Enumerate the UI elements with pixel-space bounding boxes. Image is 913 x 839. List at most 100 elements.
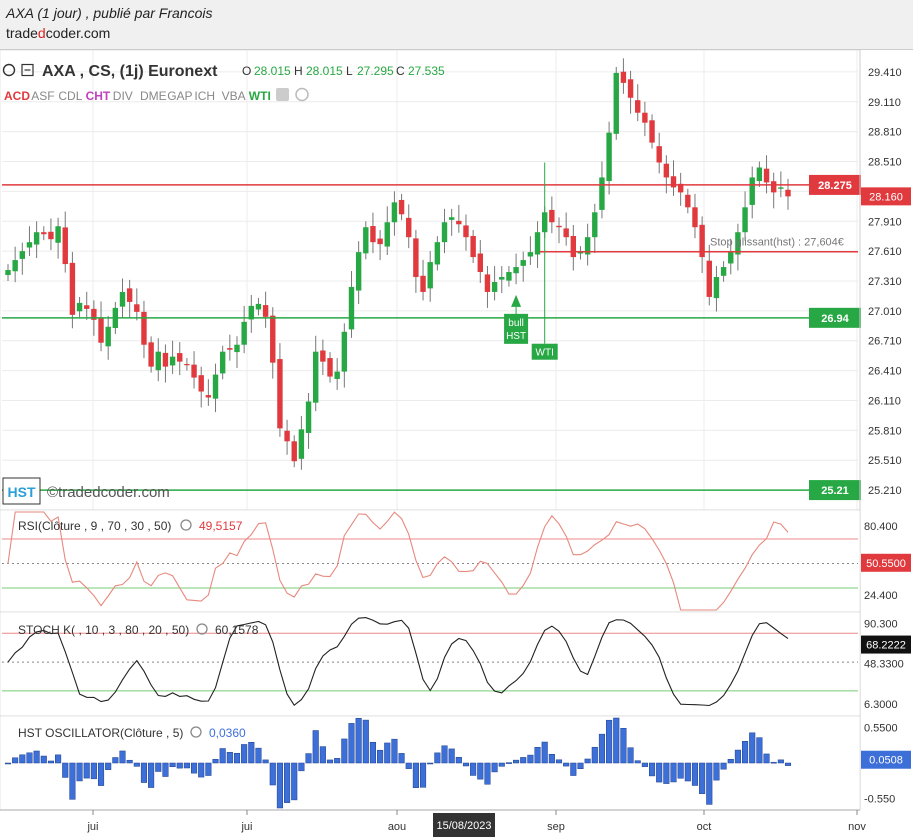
- hst-bar: [770, 761, 777, 764]
- rsi-settings-icon[interactable]: [180, 519, 192, 531]
- chart-header: AXA (1 jour) , publié par Francois trade…: [0, 0, 913, 50]
- candle-body: [635, 100, 641, 113]
- hst-bar: [12, 757, 19, 764]
- rsi-badge-label: 50.5500: [866, 558, 906, 570]
- hst-bar: [498, 762, 505, 767]
- hst-bar: [656, 762, 663, 783]
- hst-bar: [448, 748, 455, 764]
- x-axis: jui jui aou sep oct nov 15/08/2023: [0, 809, 913, 839]
- hst-oscillator-pane: 0.5500 -0.550 0.0508 HST OSCILLATOR(Clôtur…: [0, 715, 911, 811]
- hst-bar: [90, 762, 97, 780]
- candle-body: [334, 371, 340, 379]
- indicator-toggle[interactable]: DME: [140, 89, 167, 103]
- hst-label: HST OSCILLATOR(Clôture , 5): [18, 726, 183, 740]
- stoch-pane: 90.300 48.3300 6.3000 68.2222 STOCH K( , 10…: [0, 611, 911, 717]
- hst-bar: [191, 762, 198, 774]
- hst-bar: [727, 759, 734, 764]
- candle-body: [91, 308, 97, 320]
- indicator-toggle[interactable]: GAP: [167, 89, 192, 103]
- candle-body: [327, 358, 333, 377]
- ohlc-open-label: O: [242, 64, 251, 78]
- candle-body: [470, 235, 476, 258]
- stoch-tick-label: 48.3300: [864, 659, 904, 671]
- candle-body: [434, 242, 441, 265]
- price-tick-label: 29.410: [868, 67, 902, 79]
- indicator-toggle[interactable]: CDL: [58, 89, 82, 103]
- hst-bar: [341, 738, 348, 764]
- candle-body: [520, 260, 526, 266]
- candle-body: [770, 181, 777, 193]
- hst-bar: [720, 762, 727, 770]
- collapse-icon[interactable]: [21, 63, 34, 77]
- candle-body: [448, 217, 455, 220]
- candle-body: [649, 120, 655, 143]
- indicator-toggle[interactable]: DIV: [113, 89, 133, 103]
- hst-bar: [83, 762, 90, 779]
- candle-body: [606, 132, 612, 182]
- hst-bar: [334, 758, 341, 764]
- last-price-label: 28.160: [869, 191, 903, 203]
- eye-icon[interactable]: [2, 63, 16, 77]
- stoch-settings-icon[interactable]: [196, 623, 208, 635]
- rsi-badge: [861, 553, 911, 572]
- hst-badge[interactable]: [2, 477, 41, 505]
- indicator-toggle[interactable]: VBA: [222, 89, 246, 103]
- candle-body: [198, 375, 204, 392]
- hst-bar: [119, 750, 126, 764]
- price-tick-label: 25.510: [868, 455, 902, 467]
- hst-bar: [756, 737, 763, 764]
- cursor-date-label: 15/08/2023: [436, 820, 491, 832]
- indicator-toggle[interactable]: ASF: [31, 89, 54, 103]
- resistance-level-label: 28.275: [818, 180, 852, 192]
- stoch-line: [7, 617, 789, 707]
- ohlc-open-value: 28.015: [254, 64, 291, 78]
- candle-body: [162, 352, 169, 367]
- hst-bar: [541, 741, 548, 764]
- stoch-tick-label: 90.300: [864, 618, 898, 630]
- hst-bar: [534, 746, 541, 764]
- hst-bar: [76, 762, 83, 782]
- hst-badge: [861, 750, 911, 769]
- rsi-line: [7, 511, 789, 611]
- chart-publish-title: AXA (1 jour) , publié par Francois: [6, 5, 213, 21]
- candle-body: [642, 112, 648, 123]
- candle-body: [477, 253, 483, 273]
- hst-bar: [405, 762, 412, 769]
- candle-body: [98, 317, 104, 343]
- hst-bar: [262, 759, 269, 764]
- hst-tick-label: -0.550: [864, 793, 895, 805]
- wti-marker: [531, 343, 558, 360]
- hst-bar: [749, 732, 756, 764]
- hst-settings-icon[interactable]: [190, 726, 202, 738]
- candle-body: [219, 351, 226, 374]
- candle-body: [742, 207, 748, 233]
- stock-chart[interactable]: 28.275 26.94 25.21 Stop glissant(hst) : 27,…: [0, 50, 913, 839]
- resistance-level-badge: [809, 174, 861, 195]
- candle-body: [484, 274, 491, 292]
- candle-body: [134, 304, 140, 312]
- hst-bar: [105, 762, 112, 770]
- stoch-badge: [861, 635, 911, 654]
- x-tick-label: jui: [86, 821, 98, 833]
- hst-bar: [226, 752, 233, 764]
- candle-body: [148, 342, 154, 367]
- site-name[interactable]: tradedcoder.com: [6, 25, 111, 41]
- hst-bar: [276, 762, 283, 809]
- candle-body: [377, 238, 383, 245]
- candle-body: [527, 252, 534, 257]
- hst-bar: [298, 762, 305, 772]
- candle-body: [670, 176, 677, 188]
- indicator-toggle[interactable]: CHT: [86, 89, 111, 103]
- hst-bar: [713, 762, 720, 781]
- candle-body: [577, 252, 584, 254]
- indicator-toggles: ACD ASF CDL CHT DIV DME GAP ICH VBA WTI: [4, 87, 309, 103]
- hst-bar: [613, 717, 620, 764]
- candle-body: [599, 177, 605, 210]
- candle-body: [706, 260, 712, 297]
- indicator-toggle[interactable]: ACD: [4, 89, 30, 103]
- indicator-toggle[interactable]: ICH: [194, 89, 215, 103]
- indicator-toggle[interactable]: WTI: [249, 89, 271, 103]
- price-tick-label: 28.810: [868, 127, 902, 139]
- price-tick-label: 27.910: [868, 216, 902, 228]
- candle-body: [427, 262, 433, 289]
